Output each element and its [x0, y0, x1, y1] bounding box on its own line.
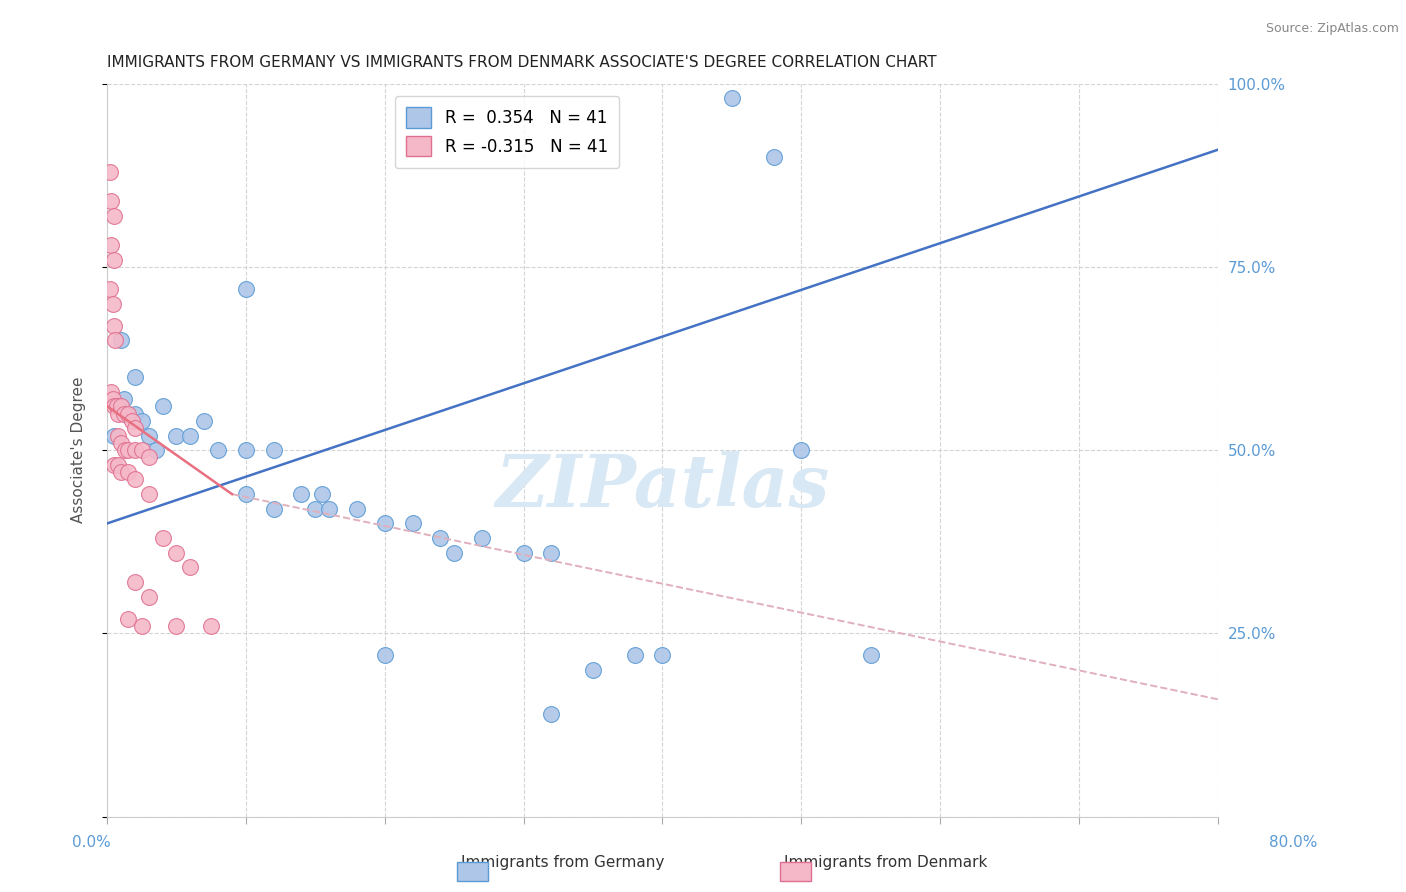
- Point: [103, 458, 125, 472]
- Point: [374, 648, 396, 663]
- Point: [290, 487, 312, 501]
- Point: [263, 443, 285, 458]
- Point: [138, 590, 160, 604]
- Point: [100, 238, 122, 252]
- Point: [101, 296, 124, 310]
- Point: [138, 450, 160, 465]
- Point: [540, 706, 562, 721]
- Point: [235, 282, 257, 296]
- Point: [105, 399, 128, 413]
- Point: [859, 648, 882, 663]
- Point: [651, 648, 673, 663]
- Point: [145, 443, 167, 458]
- Point: [110, 333, 132, 347]
- Point: [117, 443, 139, 458]
- Text: IMMIGRANTS FROM GERMANY VS IMMIGRANTS FROM DENMARK ASSOCIATE'S DEGREE CORRELATIO: IMMIGRANTS FROM GERMANY VS IMMIGRANTS FR…: [107, 55, 936, 70]
- Text: Immigrants from Denmark: Immigrants from Denmark: [785, 855, 987, 870]
- Point: [540, 546, 562, 560]
- Point: [107, 407, 129, 421]
- Point: [179, 428, 201, 442]
- Point: [100, 384, 122, 399]
- Point: [443, 546, 465, 560]
- Point: [346, 501, 368, 516]
- Point: [103, 399, 125, 413]
- Point: [179, 560, 201, 574]
- Point: [207, 443, 229, 458]
- Point: [166, 546, 188, 560]
- Point: [124, 421, 146, 435]
- Point: [110, 465, 132, 479]
- Text: ZIPatlas: ZIPatlas: [495, 451, 830, 523]
- Point: [124, 407, 146, 421]
- Point: [138, 487, 160, 501]
- Point: [131, 443, 153, 458]
- Point: [235, 443, 257, 458]
- Point: [107, 399, 129, 413]
- Point: [101, 392, 124, 406]
- Point: [114, 443, 136, 458]
- Point: [166, 619, 188, 633]
- Point: [471, 531, 494, 545]
- Point: [98, 165, 121, 179]
- Point: [117, 407, 139, 421]
- Point: [117, 612, 139, 626]
- Point: [124, 443, 146, 458]
- Point: [374, 516, 396, 531]
- Point: [166, 428, 188, 442]
- Point: [100, 194, 122, 208]
- Point: [193, 414, 215, 428]
- Point: [124, 473, 146, 487]
- Point: [138, 428, 160, 442]
- Point: [98, 282, 121, 296]
- Point: [103, 428, 125, 442]
- Point: [121, 414, 143, 428]
- Point: [112, 407, 135, 421]
- Point: [582, 663, 605, 677]
- Point: [103, 318, 125, 333]
- Point: [124, 370, 146, 384]
- Point: [429, 531, 451, 545]
- Point: [721, 91, 744, 105]
- Text: 0.0%: 0.0%: [72, 836, 111, 850]
- Point: [124, 575, 146, 590]
- Point: [200, 619, 222, 633]
- Point: [110, 435, 132, 450]
- Point: [311, 487, 333, 501]
- Point: [104, 333, 127, 347]
- Point: [107, 428, 129, 442]
- Y-axis label: Associate's Degree: Associate's Degree: [72, 377, 86, 524]
- Point: [762, 150, 785, 164]
- Point: [112, 392, 135, 406]
- Point: [103, 209, 125, 223]
- Point: [117, 407, 139, 421]
- Point: [512, 546, 534, 560]
- Point: [235, 487, 257, 501]
- Point: [110, 399, 132, 413]
- Text: Immigrants from Germany: Immigrants from Germany: [461, 855, 664, 870]
- Point: [107, 458, 129, 472]
- Legend: R =  0.354   N = 41, R = -0.315   N = 41: R = 0.354 N = 41, R = -0.315 N = 41: [395, 95, 619, 168]
- Point: [623, 648, 645, 663]
- Point: [263, 501, 285, 516]
- Text: 80.0%: 80.0%: [1270, 836, 1317, 850]
- Point: [117, 465, 139, 479]
- Point: [790, 443, 813, 458]
- Point: [152, 531, 174, 545]
- Point: [131, 414, 153, 428]
- Point: [304, 501, 326, 516]
- Point: [152, 399, 174, 413]
- Text: Source: ZipAtlas.com: Source: ZipAtlas.com: [1265, 22, 1399, 36]
- Point: [318, 501, 340, 516]
- Point: [131, 619, 153, 633]
- Point: [401, 516, 423, 531]
- Point: [103, 252, 125, 267]
